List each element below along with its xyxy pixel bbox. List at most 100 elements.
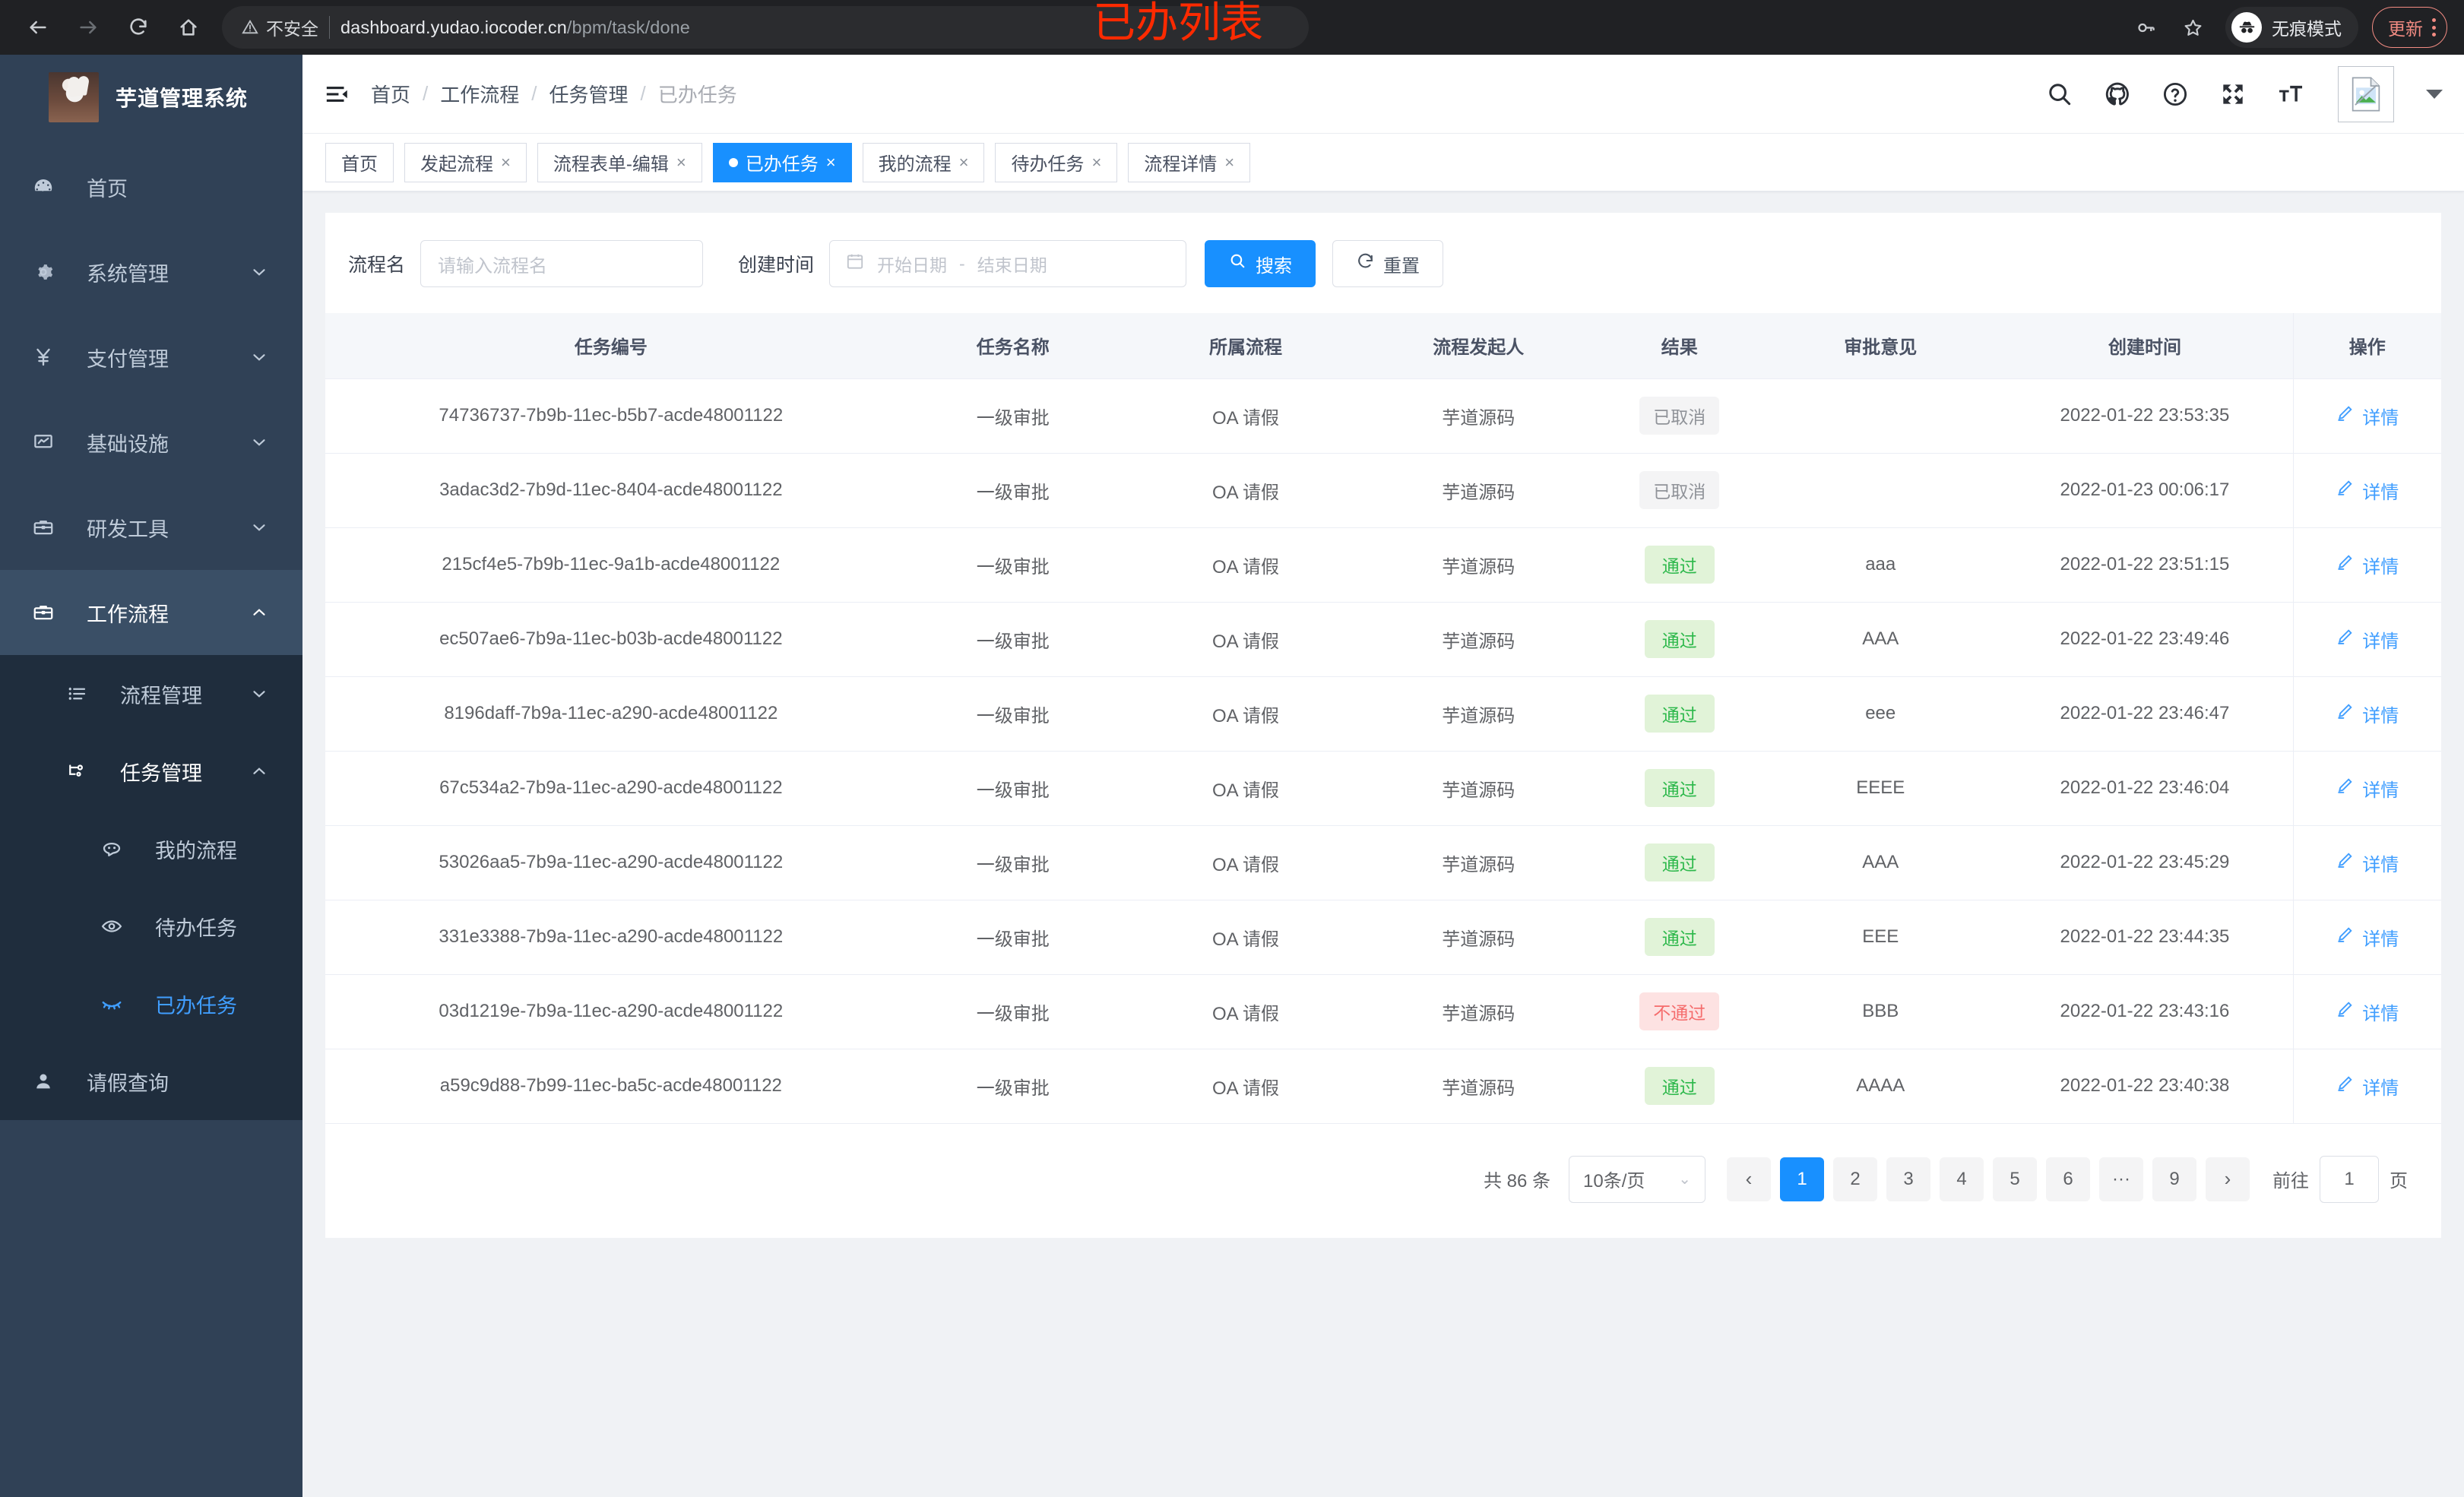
forward-button[interactable]	[67, 6, 109, 49]
tab-label: 我的流程	[878, 154, 952, 175]
sidebar-logo[interactable]: 芋道管理系统	[0, 55, 302, 140]
detail-link[interactable]: 详情	[2336, 552, 2399, 578]
fullscreen-icon[interactable]	[2218, 79, 2248, 109]
close-icon[interactable]: ×	[676, 152, 686, 172]
address-bar[interactable]: 不安全 dashboard.yudao.iocoder.cn/bpm/task/…	[222, 6, 1309, 49]
detail-link[interactable]: 详情	[2336, 626, 2399, 653]
search-button[interactable]: 搜索	[1205, 240, 1316, 287]
sidebar-item-home[interactable]: 首页	[0, 144, 302, 229]
filter-bar: 流程名 请输入流程名 创建时间 开始日期 - 结束日期	[325, 213, 2441, 313]
chevron-down-icon	[249, 517, 269, 537]
tab-todo-task[interactable]: 待办任务 ×	[995, 142, 1118, 182]
incognito-indicator[interactable]: 无痕模式	[2225, 7, 2358, 48]
sidebar-item-done-task[interactable]: 已办任务	[0, 965, 302, 1043]
edit-icon	[2336, 404, 2355, 428]
sidebar-item-payment[interactable]: 支付管理	[0, 315, 302, 400]
help-icon[interactable]	[2160, 79, 2190, 109]
eye-closed-icon	[100, 992, 135, 1015]
close-icon[interactable]: ×	[958, 152, 969, 172]
sidebar-item-workflow[interactable]: 工作流程	[0, 570, 302, 655]
page-button-4[interactable]: 4	[1940, 1157, 1984, 1201]
github-icon[interactable]	[2102, 79, 2133, 109]
update-button[interactable]: 更新	[2372, 7, 2447, 48]
chevron-up-icon	[249, 603, 269, 622]
reset-button[interactable]: 重置	[1332, 240, 1444, 287]
tab-start-process[interactable]: 发起流程 ×	[404, 142, 527, 182]
end-date-placeholder: 结束日期	[977, 255, 1047, 275]
chevron-down-icon	[249, 347, 269, 367]
tab-done-task[interactable]: 已办任务 ×	[712, 142, 852, 182]
reset-button-label: 重置	[1383, 255, 1420, 277]
sidebar-submenu-workflow: 流程管理 任务管理	[0, 655, 302, 1120]
status-badge: 通过	[1644, 1067, 1715, 1105]
detail-link[interactable]: 详情	[2336, 403, 2399, 429]
page-button-1[interactable]: 1	[1780, 1157, 1824, 1201]
key-icon[interactable]	[2125, 7, 2166, 48]
tab-home[interactable]: 首页	[325, 142, 394, 182]
sidebar-item-process-manage[interactable]: 流程管理	[0, 655, 302, 733]
tab-my-process[interactable]: 我的流程 ×	[862, 142, 985, 182]
detail-link[interactable]: 详情	[2336, 775, 2399, 802]
close-icon[interactable]: ×	[1224, 152, 1235, 172]
sidebar-item-task-manage[interactable]: 任务管理	[0, 733, 302, 810]
gear-icon	[32, 261, 67, 283]
briefcase-icon	[32, 516, 67, 539]
detail-label: 详情	[2362, 1003, 2399, 1024]
cell-task-name: 一级审批	[896, 825, 1129, 900]
detail-link[interactable]: 详情	[2336, 850, 2399, 876]
sidebar-item-devtools[interactable]: 研发工具	[0, 485, 302, 570]
search-icon[interactable]	[2044, 79, 2075, 109]
prev-page-button[interactable]: ‹	[1727, 1157, 1771, 1201]
back-button[interactable]	[17, 6, 59, 49]
tab-process-detail[interactable]: 流程详情 ×	[1128, 142, 1251, 182]
page-button-5[interactable]: 5	[1993, 1157, 2037, 1201]
tab-label: 已办任务	[745, 154, 819, 175]
detail-link[interactable]: 详情	[2336, 999, 2399, 1025]
page-button-9[interactable]: 9	[2152, 1157, 2196, 1201]
security-indicator[interactable]: 不安全	[242, 14, 318, 40]
page-button-2[interactable]: 2	[1833, 1157, 1877, 1201]
hamburger-icon[interactable]	[321, 78, 354, 111]
detail-link[interactable]: 详情	[2336, 924, 2399, 951]
jump-page-input[interactable]: 1	[2320, 1155, 2379, 1203]
chrome-menu-icon[interactable]	[2432, 18, 2436, 36]
breadcrumb-item-1[interactable]: 工作流程	[440, 84, 520, 106]
page-button-3[interactable]: 3	[1886, 1157, 1930, 1201]
topbar-actions	[2044, 65, 2443, 122]
status-badge: 通过	[1644, 769, 1715, 807]
column-process: 所属流程	[1129, 313, 1363, 379]
chevron-down-icon[interactable]	[2426, 89, 2443, 99]
sidebar-item-leave-query[interactable]: 请假查询	[0, 1043, 302, 1120]
close-icon[interactable]: ×	[1091, 152, 1102, 172]
sidebar-item-todo-task[interactable]: 待办任务	[0, 888, 302, 965]
detail-link[interactable]: 详情	[2336, 1073, 2399, 1100]
date-range-picker[interactable]: 开始日期 - 结束日期	[829, 240, 1187, 287]
close-icon[interactable]: ×	[825, 152, 836, 172]
tab-process-form-edit[interactable]: 流程表单-编辑 ×	[537, 142, 702, 182]
breadcrumb-item-2[interactable]: 任务管理	[549, 84, 629, 106]
sidebar-item-my-process[interactable]: 我的流程	[0, 810, 302, 888]
page-button-6[interactable]: 6	[2046, 1157, 2090, 1201]
process-name-input[interactable]: 请输入流程名	[420, 240, 704, 287]
font-size-icon[interactable]	[2276, 79, 2306, 109]
home-button[interactable]	[167, 6, 210, 49]
sidebar-item-infrastructure[interactable]: 基础设施	[0, 400, 302, 485]
next-page-button[interactable]: ›	[2206, 1157, 2250, 1201]
detail-label: 详情	[2362, 482, 2399, 503]
page-ellipsis[interactable]: ···	[2099, 1157, 2143, 1201]
cell-task-name: 一级审批	[896, 453, 1129, 528]
detail-link[interactable]: 详情	[2336, 477, 2399, 504]
close-icon[interactable]: ×	[501, 152, 511, 172]
page-size-select[interactable]: 10条/页 ⌄	[1569, 1155, 1705, 1203]
cell-starter: 芋道源码	[1362, 751, 1595, 826]
sidebar-item-system[interactable]: 系统管理	[0, 229, 302, 315]
detail-link[interactable]: 详情	[2336, 701, 2399, 727]
table-row: 3adac3d2-7b9d-11ec-8404-acde48001122 一级审批…	[325, 453, 2441, 528]
breadcrumb-item-0[interactable]: 首页	[371, 84, 411, 106]
cell-task-id: 67c534a2-7b9a-11ec-a290-acde48001122	[325, 751, 897, 826]
avatar[interactable]	[2338, 65, 2394, 122]
list-icon	[65, 682, 100, 705]
reload-button[interactable]	[117, 6, 160, 49]
bookmark-star-icon[interactable]	[2172, 7, 2213, 48]
cell-created-time: 2022-01-22 23:43:16	[1997, 974, 2294, 1049]
